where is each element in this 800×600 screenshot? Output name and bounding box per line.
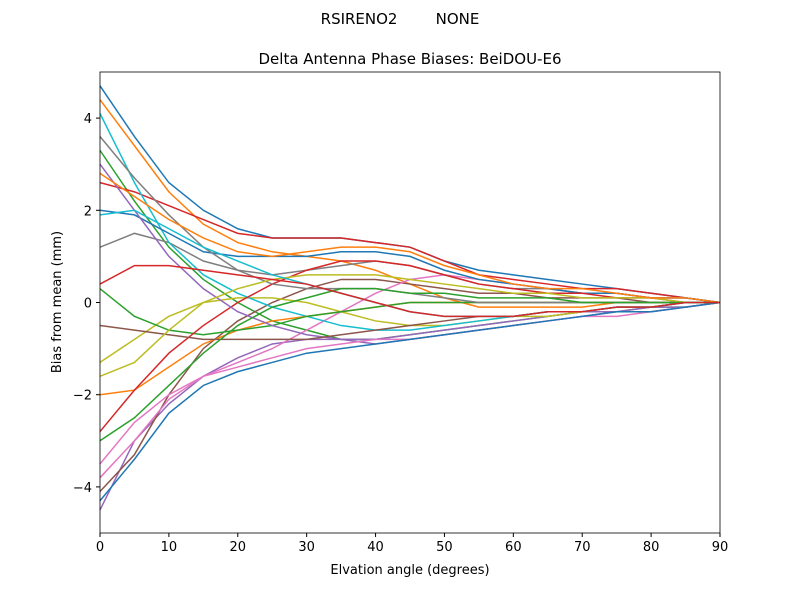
x-tick-label: 30 [298,540,315,555]
series-line [99,264,720,318]
x-tick-label: 60 [505,540,522,555]
x-axis-label: Elvation angle (degrees) [330,563,489,578]
x-tick-label: 50 [436,540,453,555]
series-line [99,287,720,442]
series-line [99,301,721,502]
series-line [99,172,721,304]
x-tick-label: 10 [161,540,178,555]
y-tick-label: 4 [84,112,92,127]
y-tick-label: 2 [84,204,92,219]
series-line [99,99,720,308]
y-axis-label: Bias from mean (mm) [50,231,65,373]
x-tick-label: 80 [643,540,660,555]
suptitle: RSIRENO2 NONE [321,10,480,28]
x-tick-label: 0 [96,540,104,555]
x-tick-label: 20 [230,540,247,555]
series-line [99,181,721,304]
series-line [99,163,721,345]
x-tick-label: 70 [574,540,591,555]
x-tick-label: 40 [367,540,384,555]
series-line [99,209,720,318]
y-tick-label: −2 [73,389,92,404]
series-line [99,260,720,433]
x-tick-label: 90 [712,540,729,555]
series-line [99,136,720,304]
series-line [99,232,721,304]
series-line [99,301,720,396]
series-line [99,301,721,479]
y-tick-label: −4 [73,481,92,496]
series-line [99,209,721,304]
y-tick-label: 0 [84,297,92,312]
series-line [99,274,720,377]
chart-title: Delta Antenna Phase Biases: BeiDOU-E6 [259,50,562,68]
